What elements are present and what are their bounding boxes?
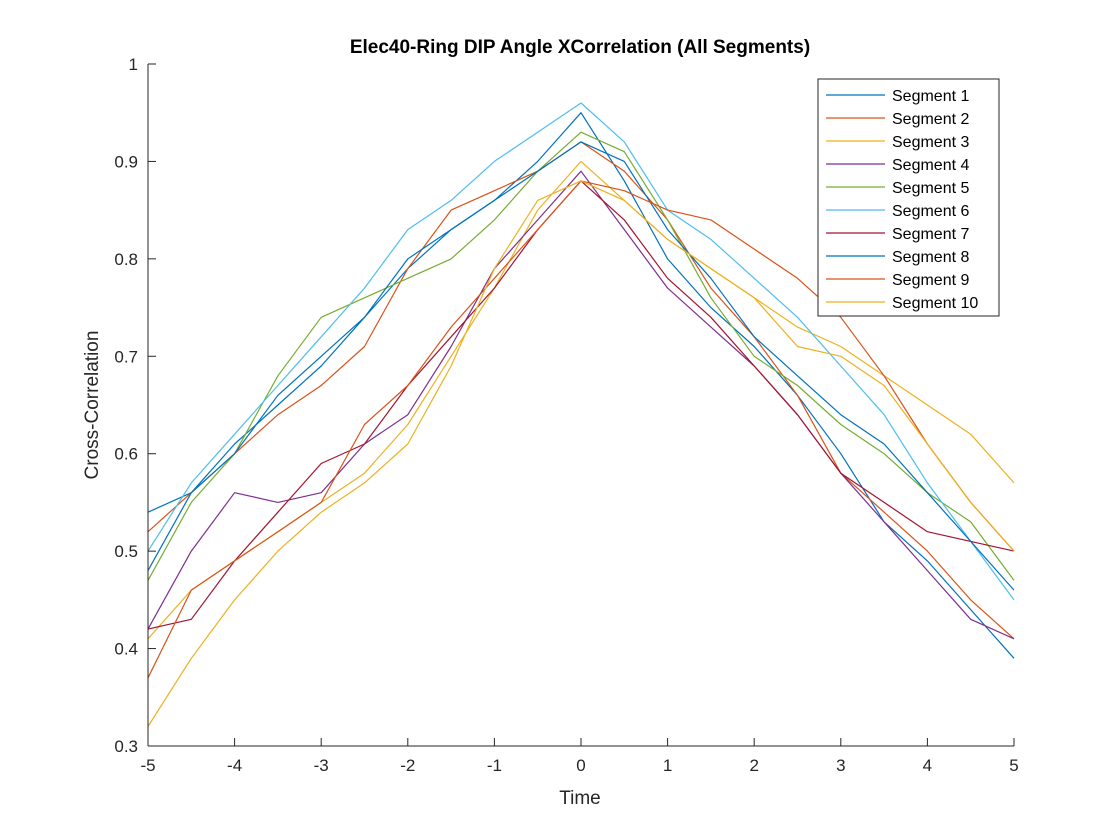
legend-label: Segment 8 [892, 249, 969, 266]
legend: Segment 1 Segment 2 Segment 3 Segment 4 Segm… [817, 78, 1000, 317]
y-tick-label: 0.3 [114, 737, 138, 756]
series-line-segment-4 [147, 170, 1015, 640]
y-axis-ticks: 0.3 0.4 0.5 0.6 0.7 0.8 0.9 1 [114, 55, 156, 756]
legend-label: Segment 4 [892, 157, 969, 174]
x-tick-label: -4 [227, 756, 242, 775]
x-tick-label: 0 [576, 756, 585, 775]
x-tick-label: -3 [314, 756, 329, 775]
series-group [147, 102, 1015, 727]
x-tick-label: -1 [487, 756, 502, 775]
x-tick-label: 2 [749, 756, 758, 775]
legend-label: Segment 10 [892, 295, 978, 312]
series-line-segment-10 [147, 180, 1015, 727]
legend-label: Segment 7 [892, 226, 969, 243]
legend-label: Segment 6 [892, 203, 969, 220]
y-tick-label: 1 [129, 55, 138, 74]
legend-label: Segment 9 [892, 272, 969, 289]
x-tick-label: -5 [140, 756, 155, 775]
series-line-segment-5 [147, 131, 1015, 581]
x-tick-label: 5 [1009, 756, 1018, 775]
x-axis-label: Time [559, 788, 601, 809]
chart-title: Elec40-Ring DIP Angle XCorrelation (All … [350, 37, 810, 58]
legend-label: Segment 1 [892, 88, 969, 105]
series-line-segment-6 [147, 102, 1015, 601]
x-tick-label: 4 [923, 756, 932, 775]
y-tick-label: 0.6 [114, 445, 138, 464]
x-tick-label: 1 [663, 756, 672, 775]
y-tick-label: 0.8 [114, 250, 138, 269]
y-axis-label: Cross-Correlation [82, 331, 103, 480]
series-line-segment-8 [147, 141, 1015, 591]
legend-label: Segment 5 [892, 180, 969, 197]
y-tick-label: 0.7 [114, 347, 138, 366]
x-axis-ticks: -5 -4 -3 -2 -1 0 1 2 3 4 5 [140, 738, 1019, 775]
y-tick-label: 0.4 [114, 640, 138, 659]
y-tick-label: 0.9 [114, 152, 138, 171]
x-tick-label: 3 [836, 756, 845, 775]
x-tick-label: -2 [400, 756, 415, 775]
y-tick-label: 0.5 [114, 542, 138, 561]
legend-label: Segment 2 [892, 111, 969, 128]
legend-label: Segment 3 [892, 134, 969, 151]
